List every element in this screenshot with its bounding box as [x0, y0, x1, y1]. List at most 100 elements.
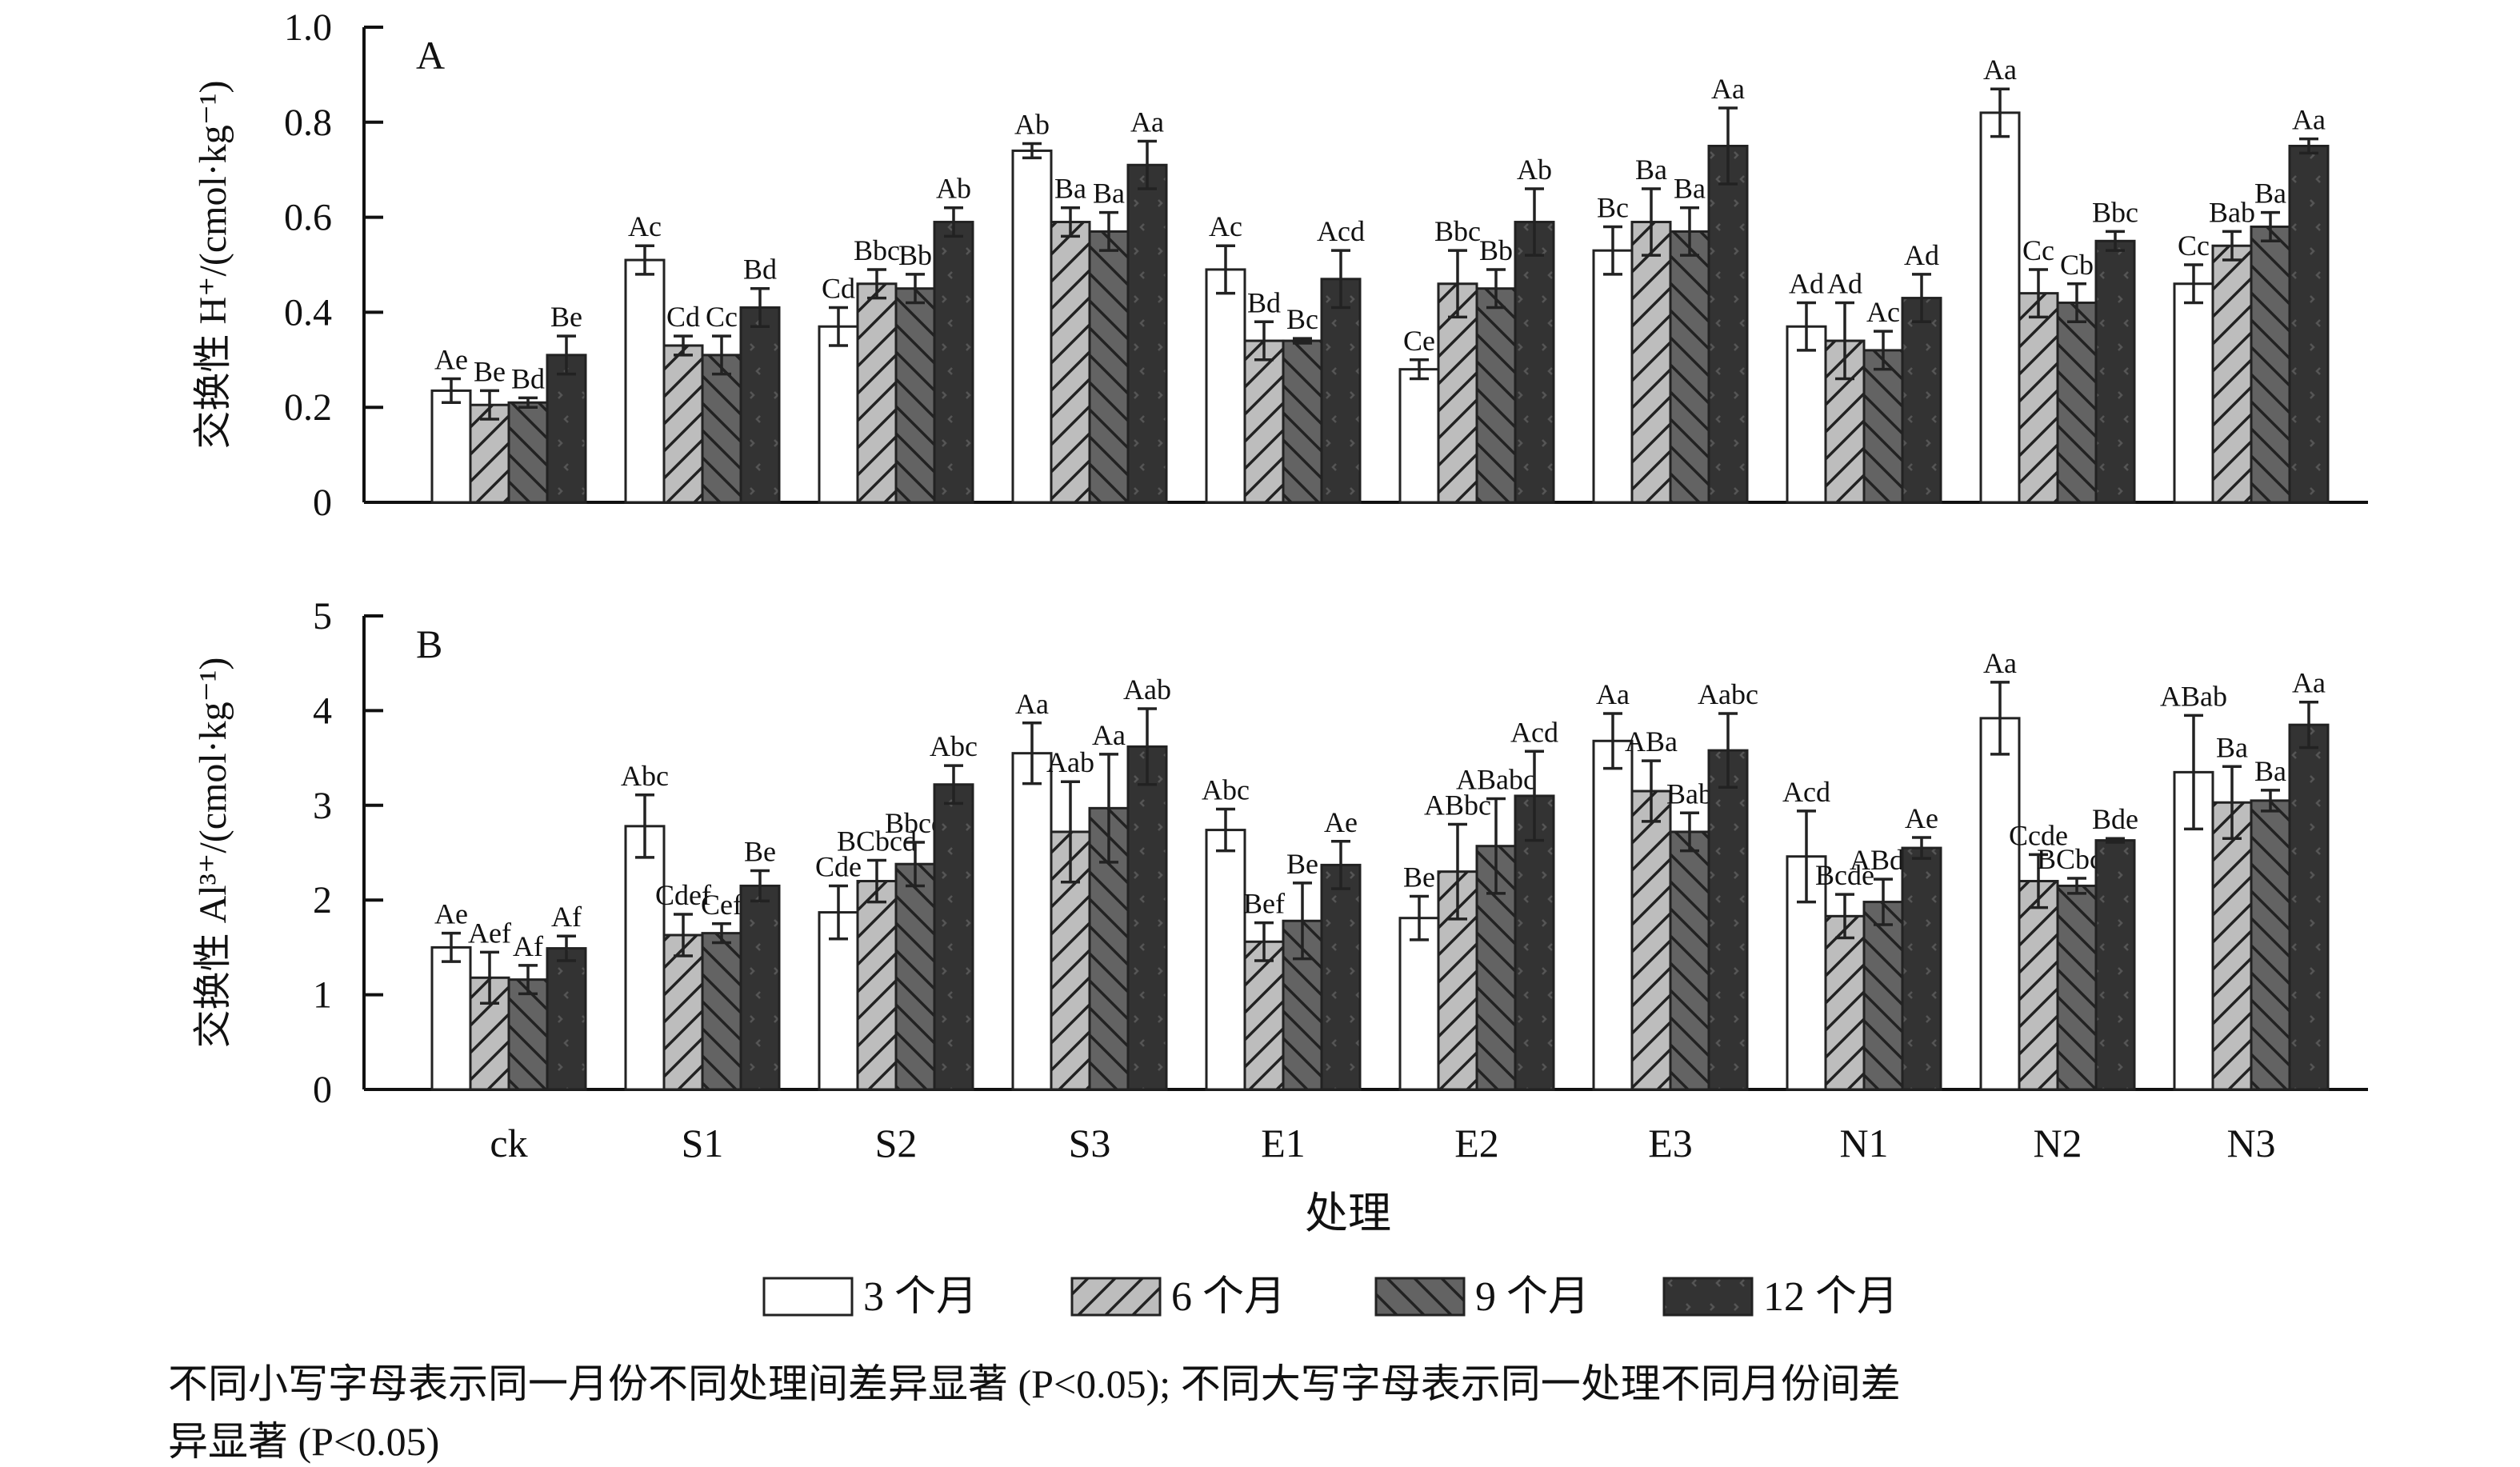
bar-N2-3: Bde — [2092, 803, 2138, 1091]
bar — [2056, 884, 2098, 1091]
significance-label: Cb — [2060, 249, 2094, 281]
significance-label: Ba — [1093, 178, 1125, 210]
error-bar — [2029, 268, 2048, 319]
bar-N1-2: Ac — [1862, 296, 1904, 504]
bar-N2-0: Aa — [1979, 54, 2021, 504]
significance-label: Acd — [1782, 776, 1830, 808]
bar-E1-3: Ae — [1320, 806, 1362, 1091]
error-bar — [1410, 358, 1429, 381]
significance-label: ABab — [2160, 680, 2227, 712]
bar — [430, 389, 472, 504]
bar — [933, 783, 974, 1091]
error-bar — [1797, 301, 1816, 352]
error-bar — [2106, 837, 2125, 844]
bar-E1-1: Bd — [1243, 286, 1285, 504]
significance-label: Ba — [1054, 173, 1086, 205]
bar-E3-1: ABa — [1625, 726, 1678, 1091]
bar-N3-1: Bab — [2209, 196, 2255, 504]
bar-N3-0: Cc — [2173, 230, 2214, 504]
bar — [739, 306, 781, 504]
bar-S2-1: Bbc — [854, 234, 900, 504]
significance-label: Bcde — [1815, 859, 1874, 891]
error-bar — [1410, 894, 1429, 941]
bar-E2-0: Be — [1398, 861, 1440, 1091]
significance-label: Cde — [815, 850, 862, 882]
bar-N1-3: Ae — [1901, 802, 1942, 1091]
significance-label: Aa — [2292, 667, 2326, 699]
bar — [2094, 239, 2136, 504]
error-bar — [480, 950, 499, 1005]
bar — [1862, 349, 1904, 504]
significance-label: Be — [1286, 848, 1318, 880]
error-bar — [1448, 249, 1467, 319]
error-bar — [2067, 282, 2086, 324]
significance-label: Bbc — [854, 234, 900, 266]
significance-label: Acd — [1317, 215, 1365, 247]
error-bar — [1331, 840, 1350, 890]
error-bar — [1216, 807, 1235, 853]
error-bar — [2222, 765, 2242, 840]
error-bar — [1099, 210, 1118, 252]
error-bar — [1448, 822, 1467, 921]
significance-label: Ab — [1517, 154, 1552, 186]
error-bar — [518, 964, 538, 996]
error-bar — [750, 869, 770, 903]
bar-E2-0: Ce — [1398, 325, 1440, 504]
legend-swatch — [1070, 1277, 1162, 1317]
significance-label: Be — [550, 301, 582, 333]
y-tick-label: 0.6 — [284, 197, 332, 239]
bar-N2-2: Cb — [2056, 249, 2098, 504]
error-bar — [1603, 225, 1622, 276]
bar-S3-1: Ba — [1050, 173, 1091, 504]
significance-label: Bbc — [1434, 215, 1481, 247]
bar-E1-2: Be — [1282, 848, 1323, 1091]
bar-S3-2: Ba — [1088, 178, 1130, 504]
bar — [469, 403, 510, 504]
bar — [1205, 268, 1246, 504]
x-tick-label: E3 — [1648, 1121, 1693, 1165]
x-tick-label: S2 — [875, 1121, 918, 1165]
bar-S2-0: Cde — [815, 850, 862, 1091]
bar — [856, 880, 898, 1091]
error-bar — [1486, 268, 1506, 310]
significance-label: Cc — [2178, 230, 2210, 262]
bar-N2-3: Bbc — [2092, 196, 2138, 504]
significance-label: Ad — [1827, 268, 1862, 300]
bar-ck-1: Aef — [468, 917, 511, 1091]
bar-N3-1: Ba — [2211, 731, 2253, 1091]
bar — [662, 933, 704, 1091]
bar-N1-0: Ad — [1786, 268, 1827, 504]
x-axis-label: 处理 — [1305, 1189, 1391, 1237]
error-bar — [1138, 707, 1157, 786]
error-bar — [1525, 187, 1544, 257]
bar-E3-3: Aabc — [1698, 678, 1758, 1091]
error-bar — [2184, 263, 2203, 305]
bar — [1862, 901, 1904, 1091]
error-bar — [712, 922, 731, 945]
bar — [507, 401, 549, 504]
y-tick-label: 5 — [313, 595, 332, 638]
significance-label: ABabc — [1456, 764, 1536, 796]
y-tick-label: 0.2 — [284, 386, 332, 429]
bar — [2211, 244, 2253, 504]
significance-label: Bab — [2209, 196, 2255, 228]
bar-N3-2: Ba — [2250, 178, 2291, 504]
error-bar — [1990, 681, 2010, 756]
significance-label: Abc — [1202, 774, 1250, 806]
error-bar — [2299, 137, 2318, 155]
x-tick-label: N3 — [2226, 1121, 2275, 1165]
error-bar — [1486, 797, 1506, 895]
bar-N2-1: Cc — [2018, 234, 2059, 504]
error-bar — [867, 268, 886, 300]
error-bar — [635, 244, 654, 276]
significance-label: Cef — [701, 889, 742, 921]
significance-label: Aa — [1092, 719, 1126, 751]
significance-label: Ba — [2254, 755, 2286, 787]
bar — [2094, 839, 2136, 1091]
bar — [2288, 145, 2330, 504]
x-tick-label: E1 — [1261, 1121, 1306, 1165]
error-bar — [2261, 210, 2280, 243]
significance-label: Bc — [1597, 191, 1629, 223]
error-bar — [906, 273, 925, 305]
error-bar — [1912, 836, 1931, 860]
